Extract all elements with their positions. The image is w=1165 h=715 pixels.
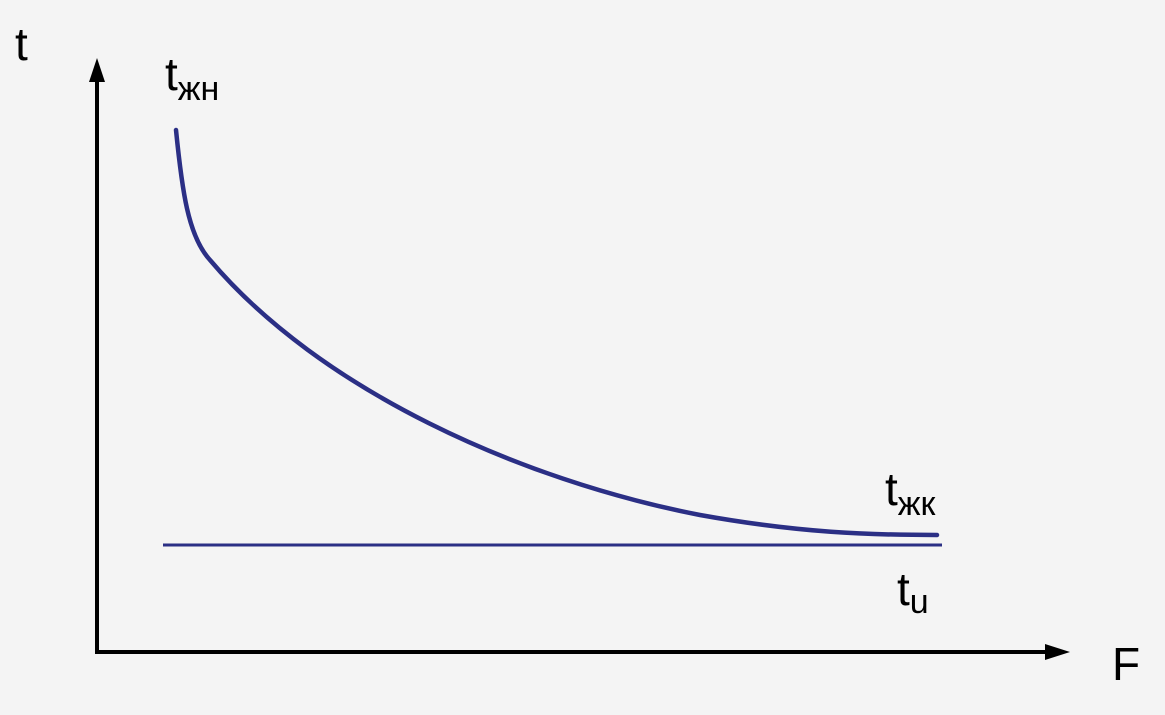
label-base: t [897, 563, 910, 615]
curve-label: tжн [165, 48, 219, 108]
x-axis-label: F [1112, 638, 1140, 690]
label-base: t [885, 463, 898, 515]
x-axis-arrow [1045, 644, 1070, 660]
label-subscript: жн [178, 70, 220, 108]
curve-label: tжк [885, 463, 937, 523]
label-subscript: u [910, 583, 929, 621]
y-axis-arrow [89, 58, 105, 82]
label-base: t [165, 48, 178, 100]
liquid-temperature-curve [173, 127, 940, 538]
curve-label: tu [897, 563, 929, 621]
label-subscript: жк [898, 485, 937, 523]
y-axis-label: t [15, 18, 28, 70]
